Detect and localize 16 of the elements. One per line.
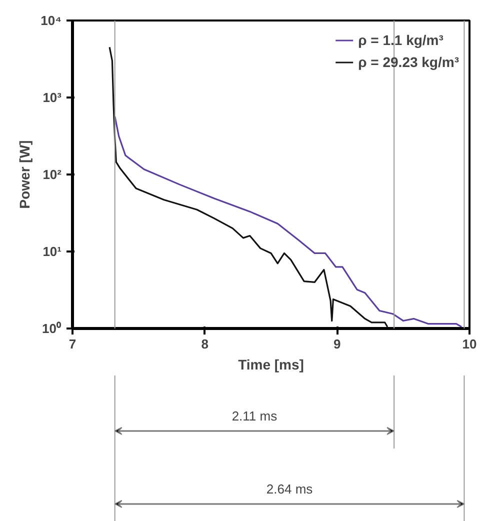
- x-axis-title: Time [ms]: [238, 356, 304, 372]
- x-tick-label: 7: [68, 336, 76, 352]
- y-tick-label: 10²: [42, 167, 62, 182]
- x-tick-label: 9: [334, 336, 341, 352]
- x-tick-label: 8: [201, 336, 208, 352]
- line-series: [114, 116, 462, 328]
- legend-label: ρ = 29.23 kg/m³: [358, 54, 459, 70]
- y-axis-title: Power [W]: [16, 140, 33, 209]
- text: 2.11 ms: [232, 408, 278, 424]
- text: 2.64 ms: [266, 482, 314, 497]
- y-tick-label: 10⁰: [42, 321, 62, 336]
- y-tick-label: 10⁴: [40, 13, 62, 28]
- y-tick-label: 10³: [42, 90, 62, 105]
- y-tick-label: 10¹: [42, 244, 62, 259]
- x-tick-label: 10: [462, 336, 477, 352]
- legend-label: ρ = 1.1 kg/m³: [358, 32, 444, 48]
